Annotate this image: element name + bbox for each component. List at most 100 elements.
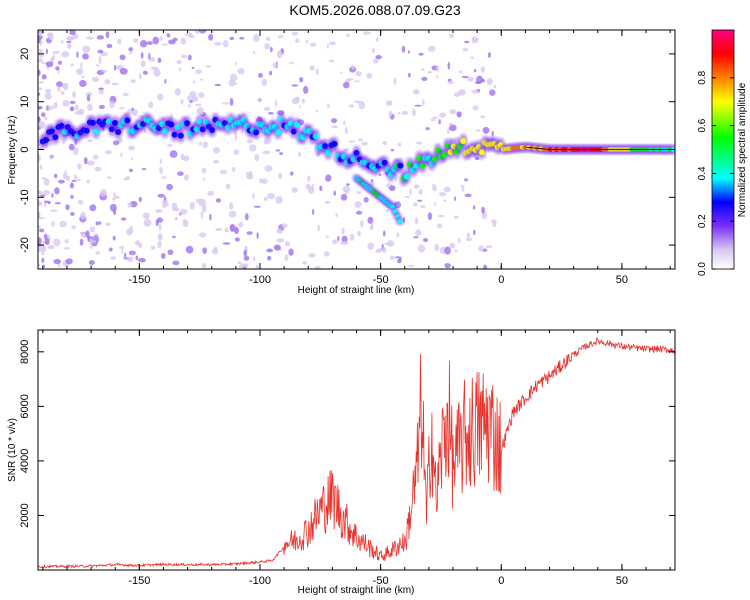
spectrogram-noise-blob (276, 50, 283, 59)
spectrogram-noise-blob (150, 66, 158, 70)
spectrogram-noise-blob (202, 247, 207, 254)
spectrogram-noise-blob (418, 189, 423, 195)
spectrogram-noise-blob (100, 189, 107, 197)
colorbar-tick-label: 0.0 (697, 262, 708, 276)
spectrogram-noise-blob (189, 201, 195, 210)
spectrogram-noise-blob (129, 225, 134, 234)
spectrogram-noise-blob (128, 145, 136, 151)
spectrogram-noise-blob (157, 233, 163, 241)
spectrogram-noise-blob (185, 245, 194, 254)
spectrogram-ridge-core (441, 151, 448, 158)
spectrogram-noise-blob (269, 70, 273, 76)
spectrogram-ridge-core (174, 124, 181, 131)
spectrogram-noise-blob (198, 30, 207, 34)
spectrogram-noise-blob (164, 78, 167, 84)
spectrogram-noise-blob (315, 109, 319, 113)
snr-xtick-label: -50 (373, 575, 389, 587)
spectrogram-noise-blob (72, 91, 77, 99)
spectrogram-noise-blob (291, 31, 299, 36)
spectrogram-noise-blob (473, 68, 477, 73)
spectrogram-noise-blob (79, 238, 84, 246)
spectrogram-noise-blob (267, 111, 274, 115)
spectrogram-noise-blob (53, 102, 58, 109)
spectrogram-noise-blob (157, 93, 164, 101)
spectrogram-noise-blob (202, 177, 206, 181)
spectrogram-noise-blob (291, 187, 299, 193)
spectrogram-noise-blob (276, 228, 283, 234)
spectrogram-noise-blob (111, 82, 120, 86)
spectrogram-noise-blob (436, 64, 439, 73)
spectrogram-noise-blob (153, 68, 161, 77)
spectrogram-noise-blob (246, 138, 254, 144)
spectrogram-noise-blob (80, 75, 86, 78)
spectrogram-noise-blob (298, 105, 301, 109)
spectrogram-noise-blob (174, 88, 181, 96)
spectrogram-ridge-core (460, 138, 467, 145)
snr-ylabel: SNR (10 * v/v) (7, 418, 18, 482)
spectrogram-noise-blob (114, 195, 120, 199)
spectrogram-noise-blob (43, 116, 48, 120)
spectrogram-noise-blob (427, 45, 436, 52)
spectrogram-noise-blob (303, 85, 309, 94)
spectrogram-noise-blob (239, 36, 245, 40)
spectrogram-noise-blob (324, 200, 331, 204)
spectrogram-noise-blob (464, 193, 472, 198)
spectrogram-noise-blob (82, 45, 91, 53)
spectrogram-noise-blob (156, 217, 163, 223)
spectrogram-noise-blob (281, 223, 288, 229)
spectrogram-noise-blob (277, 34, 284, 39)
spectrogram-noise-blob (71, 225, 77, 230)
spectrogram-noise-blob (319, 185, 323, 192)
spectrogram-noise-blob (105, 222, 111, 226)
spectrogram-noise-blob (43, 200, 51, 203)
spectrogram-noise-blob (100, 52, 109, 57)
spectrogram-noise-blob (125, 176, 131, 180)
spectrogram-noise-blob (95, 221, 99, 226)
spectrogram-noise-blob (86, 139, 93, 143)
spectrogram-noise-blob (311, 183, 314, 191)
spectrogram-noise-blob (284, 254, 289, 261)
spectrogram-noise-blob (117, 38, 122, 45)
spectrogram-noise-blob (122, 92, 129, 97)
spectrogram-noise-blob (159, 166, 163, 175)
spectrogram-noise-blob (258, 73, 263, 78)
spectrogram-noise-blob (158, 223, 162, 231)
spectrogram-noise-blob (493, 85, 497, 88)
spectrogram-noise-blob (89, 204, 97, 212)
spectrogram-noise-blob (169, 150, 178, 158)
spectrogram-noise-blob (54, 202, 61, 205)
spectrogram-noise-blob (398, 257, 402, 261)
spectrogram-noise-blob (252, 193, 255, 200)
spectrogram-noise-blob (390, 148, 395, 152)
spectrogram-noise-blob (75, 68, 84, 75)
spectrogram-noise-blob (63, 247, 71, 250)
spectrogram-noise-blob (38, 37, 41, 44)
spectrogram-noise-blob (39, 164, 43, 170)
spectrogram-noise-blob (267, 255, 272, 261)
spectrogram-noise-blob (480, 79, 486, 83)
spectrogram-noise-blob (195, 103, 202, 107)
spectrogram-noise-blob (351, 65, 355, 70)
spectrogram-noise-blob (214, 41, 222, 46)
spectrogram-noise-blob (180, 153, 185, 161)
spectrogram-noise-blob (120, 217, 127, 221)
spectrogram-noise-blob (113, 192, 116, 198)
spectrogram-noise-blob (175, 217, 178, 220)
spectrogram-noise-blob (138, 257, 146, 263)
spectrogram-noise-blob (382, 140, 388, 146)
spectrogram-noise-blob (106, 176, 112, 179)
spectrogram-noise-blob (166, 183, 173, 191)
spectrogram-noise-blob (324, 250, 330, 257)
spectrogram-noise-blob (396, 232, 400, 238)
spectrogram-noise-blob (449, 109, 457, 115)
snr-axes: -150 -100 -50 0 50 2000 4000 6000 8000 (19, 330, 675, 587)
spectrogram-noise-blob (69, 182, 74, 189)
colorbar-tick-label: 0.6 (697, 118, 708, 132)
spectrogram-noise-blob (192, 80, 196, 84)
snr-series (38, 337, 675, 569)
spectrogram-noise-blob (273, 244, 281, 251)
spectrogram-noise-blob (487, 51, 491, 58)
spectrogram-ridge-core (93, 128, 100, 135)
spectrogram-noise-blob (94, 166, 102, 172)
spectrogram-noise-blob (253, 256, 256, 262)
